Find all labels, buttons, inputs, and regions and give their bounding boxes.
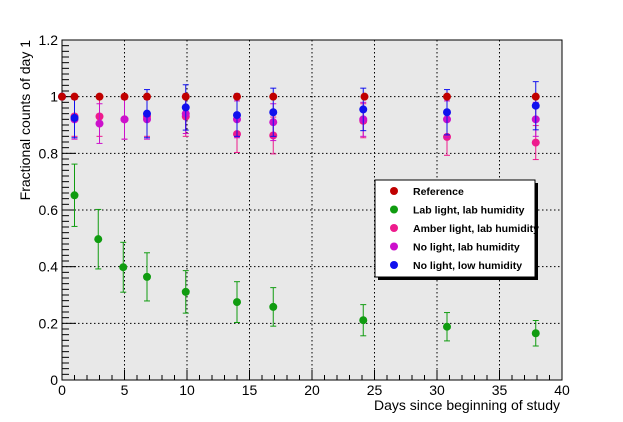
data-point <box>95 119 104 128</box>
x-axis-title: Days since beginning of study <box>374 397 560 413</box>
data-point <box>70 92 79 101</box>
legend-box <box>374 179 536 278</box>
legend-label: No light, low humidity <box>413 260 522 272</box>
data-point <box>233 92 241 101</box>
data-point <box>119 263 128 272</box>
x-tick-label: 5 <box>121 382 129 398</box>
y-tick-label: 0.6 <box>39 202 59 218</box>
y-tick-label: 0 <box>50 372 58 388</box>
legend: Reference Lab light, lab humidity Amber li… <box>374 179 539 280</box>
data-point <box>443 108 451 117</box>
x-tick-label: 25 <box>367 382 383 398</box>
legend-label: No light, lab humidity <box>413 242 520 254</box>
legend-marker <box>390 187 398 195</box>
data-point <box>360 92 369 101</box>
data-point <box>443 322 451 331</box>
legend-label: Lab light, lab humidity <box>413 205 525 217</box>
data-point <box>120 115 129 124</box>
data-point <box>531 101 540 110</box>
data-point <box>531 329 540 338</box>
data-point <box>181 287 190 296</box>
x-tick-label: 15 <box>242 382 258 398</box>
data-point <box>94 235 103 244</box>
data-point <box>233 298 241 307</box>
data-point <box>269 108 278 117</box>
data-point <box>70 113 79 122</box>
y-axis-title: Fractional counts of day 1 <box>17 40 33 201</box>
data-point <box>95 92 104 101</box>
legend-marker <box>390 261 398 269</box>
plot-frame <box>61 39 563 381</box>
data-point <box>143 272 151 281</box>
data-point <box>359 105 368 114</box>
data-point <box>531 138 540 147</box>
y-tick-label: 1 <box>50 89 58 105</box>
data-point <box>70 191 79 200</box>
legend-shadow-bottom <box>378 277 538 280</box>
tick-labels: 0 5 10 15 20 25 30 35 40 0 0.2 0.4 0.6 0.8 1 1.2 <box>39 32 570 398</box>
x-tick-label: 40 <box>554 382 570 398</box>
data-point <box>58 92 66 101</box>
data-point <box>531 92 540 101</box>
legend-marker <box>390 224 398 232</box>
data-point <box>269 302 278 311</box>
x-tick-label: 20 <box>304 382 320 398</box>
y-tick-label: 0.4 <box>39 259 59 275</box>
data-point <box>359 316 368 325</box>
legend-marker <box>390 205 398 214</box>
x-tick-label: 10 <box>179 382 195 398</box>
series-group <box>58 92 540 101</box>
x-tick-label: 30 <box>429 382 445 398</box>
data-point <box>120 92 129 101</box>
x-tick-label: 35 <box>492 382 508 398</box>
y-tick-label: 1.2 <box>39 32 59 48</box>
data-point <box>269 92 278 101</box>
data-marks <box>58 81 540 347</box>
data-point <box>443 92 451 101</box>
data-point <box>143 92 151 101</box>
legend-label: Amber light, lab humidity <box>413 223 539 235</box>
y-tick-label: 0.2 <box>39 315 59 331</box>
data-point <box>143 109 151 118</box>
y-tick-label: 0.8 <box>39 145 59 161</box>
legend-label: Reference <box>413 186 464 198</box>
legend-shadow <box>535 183 538 280</box>
axis-ticks <box>61 39 563 381</box>
data-point <box>181 103 190 112</box>
data-point <box>233 111 241 120</box>
data-point <box>181 92 190 101</box>
series-group <box>70 163 540 347</box>
legend-marker <box>390 242 398 251</box>
x-tick-label: 0 <box>58 382 66 398</box>
